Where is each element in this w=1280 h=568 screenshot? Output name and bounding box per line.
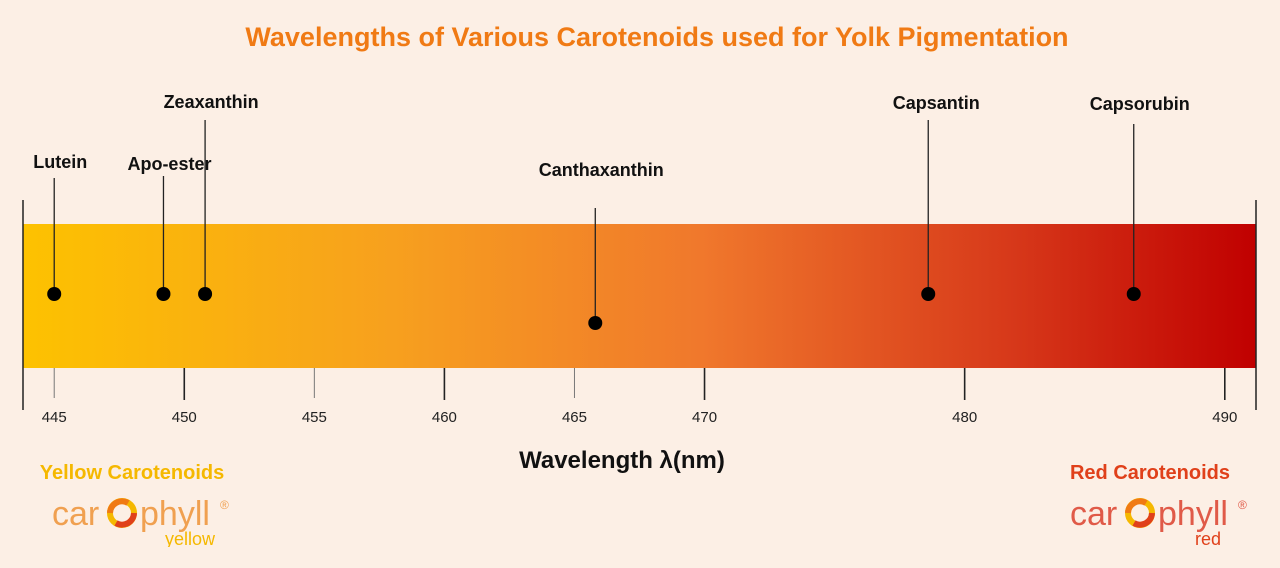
- logo-variant-label: yellow: [165, 529, 216, 547]
- logo-swirl-icon: [107, 498, 137, 528]
- point-capsantin: Capsantin: [893, 93, 980, 301]
- logo-registered-mark: ®: [220, 498, 229, 512]
- data-points: Lutein Apo-ester Zeaxanthin Canthaxanthin Ca…: [33, 92, 1190, 330]
- point-marker: [588, 316, 603, 330]
- logo-word-left: car: [1070, 495, 1117, 533]
- point-marker: [47, 287, 62, 301]
- point-marker: [156, 287, 171, 301]
- x-tick-label: 470: [692, 409, 717, 426]
- point-label: Capsorubin: [1090, 94, 1190, 114]
- logo-registered-mark: ®: [1238, 498, 1247, 512]
- point-lutein: Lutein: [33, 152, 87, 301]
- x-axis-ticks: 445 450 455 460 465 470 480 490: [42, 368, 1237, 426]
- point-marker: [198, 287, 213, 301]
- logo-swirl-icon: [1125, 498, 1155, 528]
- x-tick-label: 480: [952, 409, 977, 426]
- point-label: Canthaxanthin: [539, 160, 664, 180]
- x-tick-label: 490: [1212, 409, 1237, 426]
- logo-word-right: phyll: [140, 495, 210, 533]
- point-canthaxanthin: Canthaxanthin: [539, 160, 664, 330]
- point-marker: [921, 287, 936, 301]
- point-label: Apo-ester: [127, 154, 211, 174]
- point-label: Capsantin: [893, 93, 980, 113]
- point-capsorubin: Capsorubin: [1090, 94, 1190, 301]
- point-apo-ester: Apo-ester: [127, 154, 211, 301]
- point-label: Lutein: [33, 152, 87, 172]
- red-carotenoids-brand: Red Carotenoids car phyll ® red: [1040, 462, 1260, 547]
- logo-word-left: car: [52, 495, 99, 533]
- x-tick-label: 460: [432, 409, 457, 426]
- point-label: Zeaxanthin: [164, 92, 259, 112]
- x-tick-label: 465: [562, 409, 587, 426]
- carophyll-red-logo: car phyll ® red: [1070, 495, 1247, 547]
- yellow-carotenoids-brand: Yellow Carotenoids car phyll ® yellow: [22, 462, 242, 547]
- point-marker: [1126, 287, 1141, 301]
- x-tick-label: 450: [172, 409, 197, 426]
- logo-word-right: phyll: [1158, 495, 1228, 533]
- chart-title: Wavelengths of Various Carotenoids used …: [245, 22, 1068, 52]
- wavelength-band: [23, 224, 1256, 368]
- red-carotenoids-heading: Red Carotenoids: [1069, 462, 1231, 484]
- point-zeaxanthin: Zeaxanthin: [164, 92, 259, 301]
- yellow-carotenoids-heading: Yellow Carotenoids: [39, 462, 225, 484]
- x-axis-label: Wavelength λ(nm): [519, 447, 725, 474]
- x-tick-label: 455: [302, 409, 327, 426]
- logo-variant-label: red: [1195, 529, 1221, 547]
- x-tick-label: 445: [42, 409, 67, 426]
- carophyll-yellow-logo: car phyll ® yellow: [52, 495, 229, 547]
